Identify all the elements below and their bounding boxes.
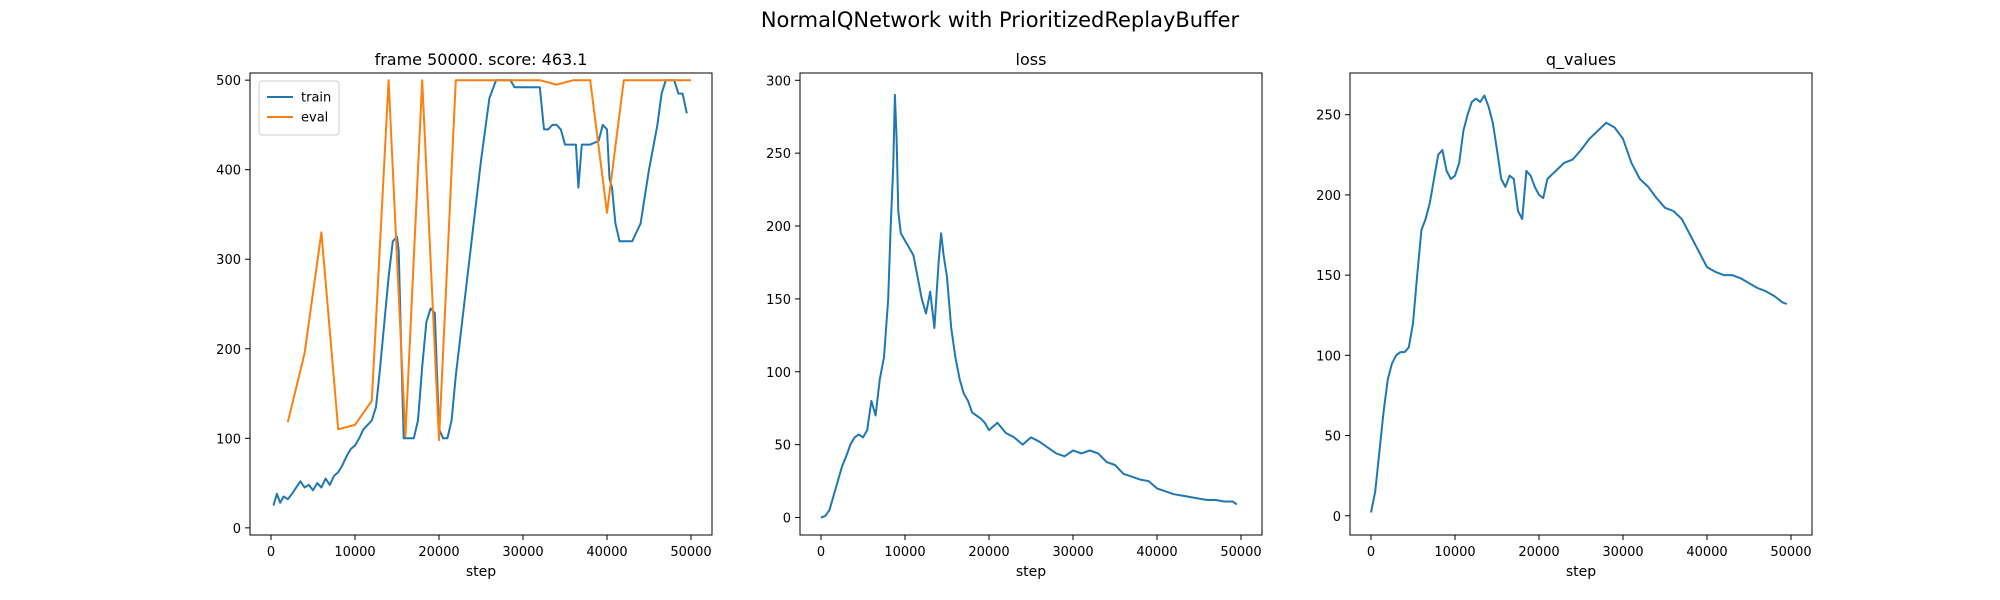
legend-label-train: train (301, 91, 331, 106)
figure-title: NormalQNetwork with PrioritizedReplayBuf… (760, 8, 1240, 32)
y-tick-label: 400 (216, 164, 241, 179)
x-tick-label: 40000 (1686, 545, 1727, 560)
x-tick-label: 40000 (1136, 545, 1177, 560)
x-tick-label: 0 (1367, 545, 1375, 560)
y-tick-label: 200 (216, 343, 241, 358)
y-tick-label: 500 (216, 74, 241, 89)
y-tick-label: 0 (233, 522, 241, 537)
subplot-title: frame 50000. score: 463.1 (375, 50, 588, 69)
legend: train eval (258, 80, 340, 136)
series-line-loss (820, 93, 1238, 519)
y-tick-label: 150 (766, 293, 791, 308)
legend-box (258, 80, 340, 136)
y-tick-label: 300 (766, 74, 791, 89)
y-tick-label: 100 (1316, 349, 1341, 364)
x-tick-label: 50000 (1770, 545, 1811, 560)
plot-frame (799, 72, 1263, 536)
x-tick-label: 30000 (1602, 545, 1643, 560)
x-tick-label: 20000 (418, 545, 459, 560)
y-tick-label: 150 (1316, 269, 1341, 284)
y-tick-label: 100 (216, 432, 241, 447)
y-tick-label: 200 (766, 220, 791, 235)
x-tick-label: 50000 (670, 545, 711, 560)
x-tick-label: 20000 (968, 545, 1009, 560)
plot-frame (249, 72, 713, 536)
legend-label-eval: eval (301, 111, 328, 126)
y-tick-label: 50 (1324, 430, 1341, 445)
y-tick-label: 250 (766, 147, 791, 162)
chart-loss: 0 10000 20000 30000 40000 50000 0 50 100 150 200 25… (766, 50, 1263, 580)
x-tick-label: 10000 (1434, 545, 1475, 560)
plot-frame (1349, 72, 1813, 536)
x-tick-label: 40000 (586, 545, 627, 560)
x-tick-label: 10000 (884, 545, 925, 560)
x-tick-label: 0 (817, 545, 825, 560)
chart-train-eval-score: 0 10000 20000 30000 40000 50000 0 100 200 300 400 5… (216, 50, 713, 580)
x-axis-label: step (1566, 564, 1596, 580)
subplot-title: q_values (1546, 50, 1616, 70)
y-tick-label: 250 (1316, 109, 1341, 124)
series-line-eval (286, 79, 691, 442)
x-tick-label: 30000 (502, 545, 543, 560)
x-tick-label: 50000 (1220, 545, 1261, 560)
series-line-q-values (1370, 94, 1788, 513)
x-tick-label: 0 (267, 545, 275, 560)
y-tick-label: 50 (774, 439, 791, 454)
x-tick-label: 10000 (334, 545, 375, 560)
x-tick-label: 30000 (1052, 545, 1093, 560)
y-tick-label: 300 (216, 253, 241, 268)
x-axis-label: step (1016, 564, 1046, 580)
y-tick-label: 0 (783, 512, 791, 527)
subplot-title: loss (1016, 50, 1047, 69)
series-line-train (272, 79, 688, 506)
x-tick-label: 20000 (1518, 545, 1559, 560)
y-tick-label: 0 (1333, 510, 1341, 525)
chart-q-values: 0 10000 20000 30000 40000 50000 0 50 100 150 200 25… (1316, 50, 1813, 580)
y-tick-label: 100 (766, 366, 791, 381)
y-tick-label: 200 (1316, 189, 1341, 204)
x-axis-label: step (466, 564, 496, 580)
